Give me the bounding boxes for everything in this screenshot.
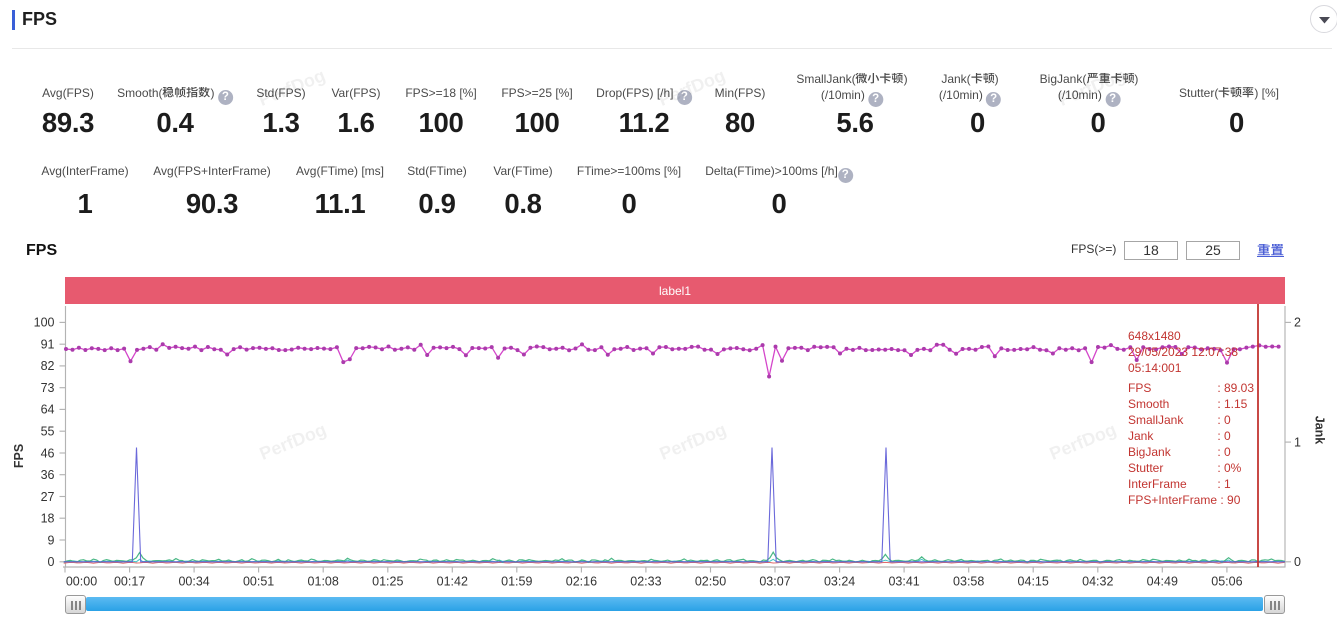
svg-text:04:49: 04:49 bbox=[1147, 575, 1178, 589]
svg-text:00:34: 00:34 bbox=[178, 575, 209, 589]
svg-text:01:25: 01:25 bbox=[372, 575, 403, 589]
svg-text:05:06: 05:06 bbox=[1211, 575, 1242, 589]
svg-text:02:33: 02:33 bbox=[630, 575, 661, 589]
svg-text:82: 82 bbox=[41, 359, 55, 373]
svg-text:1: 1 bbox=[1294, 435, 1301, 449]
svg-text:27: 27 bbox=[41, 490, 55, 504]
svg-text:03:41: 03:41 bbox=[888, 575, 919, 589]
svg-text:02:16: 02:16 bbox=[566, 575, 597, 589]
svg-text:64: 64 bbox=[41, 403, 55, 417]
svg-text:04:32: 04:32 bbox=[1082, 575, 1113, 589]
svg-text:03:58: 03:58 bbox=[953, 575, 984, 589]
svg-text:46: 46 bbox=[41, 446, 55, 460]
svg-text:36: 36 bbox=[41, 468, 55, 482]
svg-text:18: 18 bbox=[41, 512, 55, 526]
svg-text:00:51: 00:51 bbox=[243, 575, 274, 589]
svg-text:00:00: 00:00 bbox=[66, 575, 97, 589]
svg-text:0: 0 bbox=[1294, 555, 1301, 569]
svg-text:9: 9 bbox=[48, 533, 55, 547]
svg-text:03:07: 03:07 bbox=[759, 575, 790, 589]
svg-text:0: 0 bbox=[48, 555, 55, 569]
svg-text:91: 91 bbox=[41, 338, 55, 352]
svg-text:FPS: FPS bbox=[12, 444, 26, 468]
svg-text:01:08: 01:08 bbox=[308, 575, 339, 589]
svg-text:100: 100 bbox=[34, 316, 55, 330]
svg-text:03:24: 03:24 bbox=[824, 575, 855, 589]
svg-text:2: 2 bbox=[1294, 316, 1301, 330]
svg-text:01:42: 01:42 bbox=[437, 575, 468, 589]
svg-text:00:17: 00:17 bbox=[114, 575, 145, 589]
svg-text:73: 73 bbox=[41, 381, 55, 395]
svg-text:55: 55 bbox=[41, 425, 55, 439]
svg-text:Jank: Jank bbox=[1313, 416, 1327, 445]
svg-text:01:59: 01:59 bbox=[501, 575, 532, 589]
svg-text:04:15: 04:15 bbox=[1018, 575, 1049, 589]
svg-text:02:50: 02:50 bbox=[695, 575, 726, 589]
